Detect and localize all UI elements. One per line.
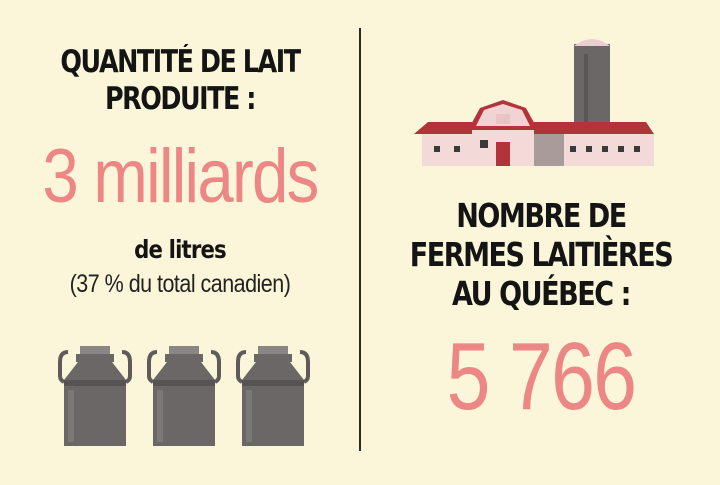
dairy-barn-icon xyxy=(414,39,654,166)
milk-volume-value: 3 milliards xyxy=(42,134,319,219)
divider xyxy=(359,28,361,451)
milk-production-panel: QUANTITÉ DE LAIT PRODUITE : 3 milliards … xyxy=(42,44,319,448)
milk-can-icon xyxy=(147,344,221,448)
dairy-farms-count: 5 766 xyxy=(446,323,637,430)
milk-volume-unit: de litres xyxy=(134,235,226,264)
milk-can-icon xyxy=(58,344,132,448)
milk-production-heading: QUANTITÉ DE LAIT PRODUITE : xyxy=(60,44,301,117)
canada-share-note: (37 % du total canadien) xyxy=(69,270,291,298)
dairy-farms-panel: NOMBRE DE FERMES LAITIÈRES AU QUÉBEC : 5… xyxy=(362,0,720,485)
milk-can-icon xyxy=(236,344,310,448)
dairy-farms-heading: NOMBRE DE FERMES LAITIÈRES AU QUÉBEC : xyxy=(409,196,674,313)
milk-cans-illustration xyxy=(58,344,310,448)
